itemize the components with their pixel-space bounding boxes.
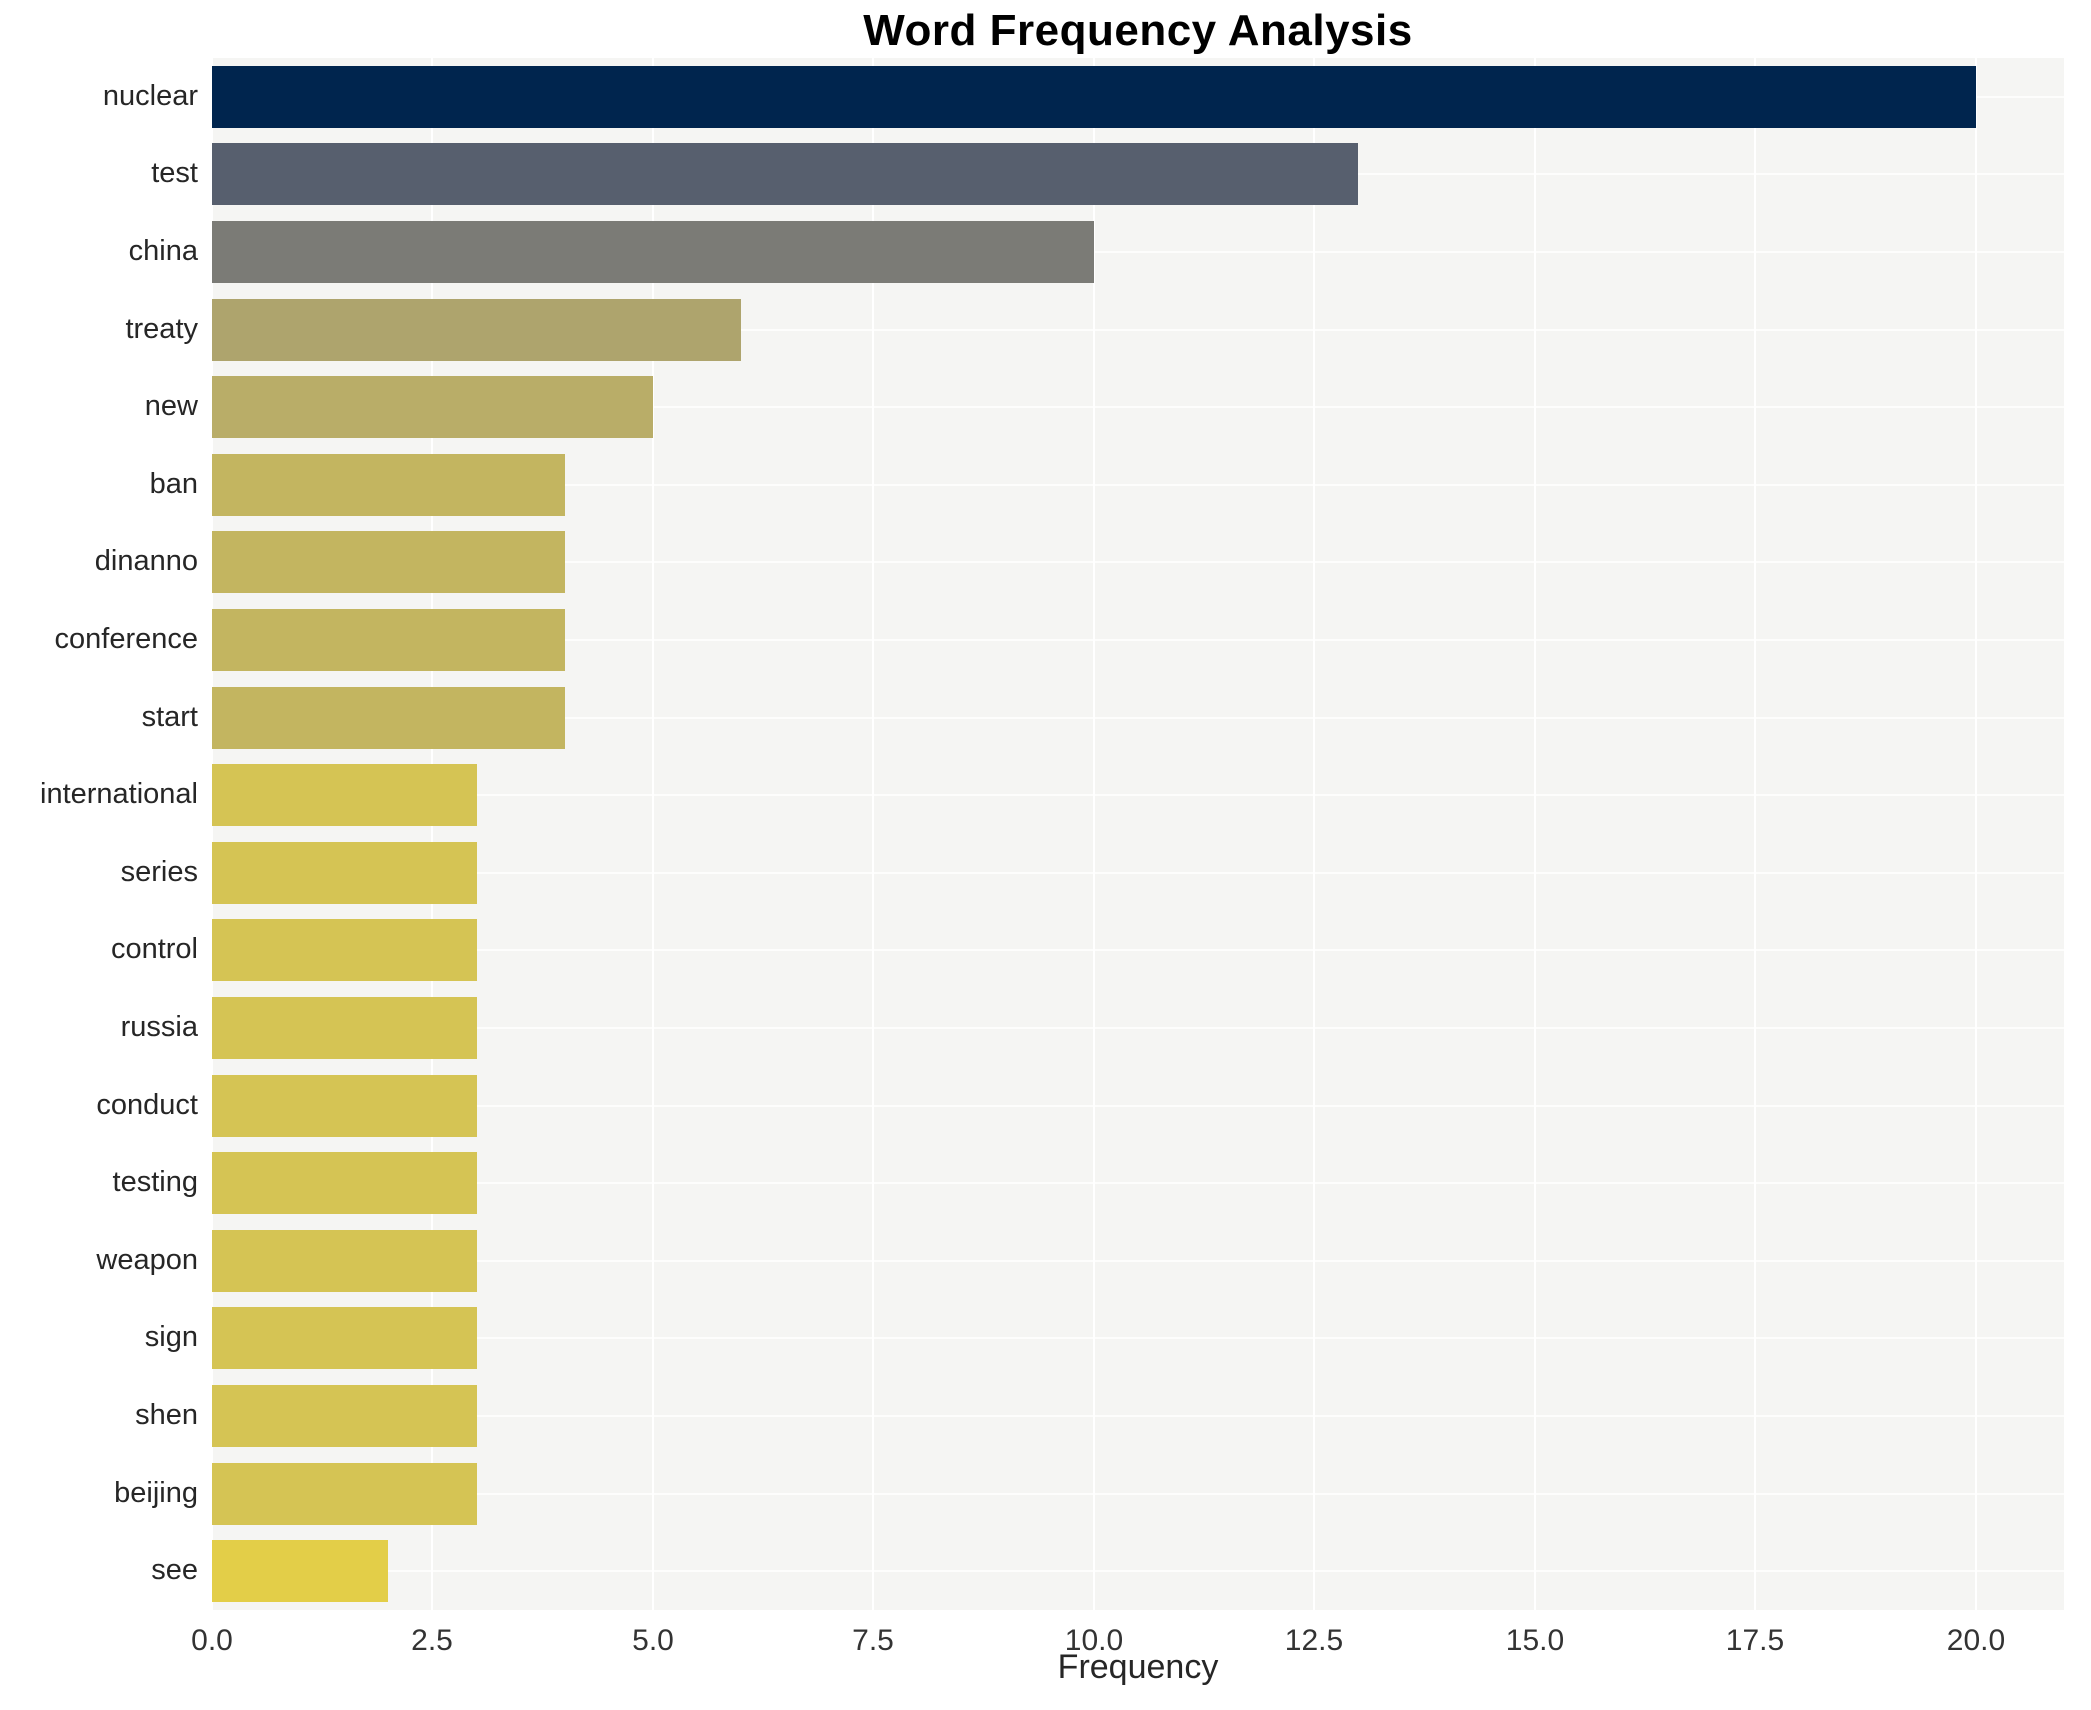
x-tick-label-20.0: 20.0	[1946, 1624, 2006, 1657]
x-tick-label-2.5: 2.5	[411, 1624, 453, 1657]
vertical-gridline	[652, 58, 654, 1610]
vertical-gridline	[1093, 58, 1095, 1610]
bar-test	[212, 143, 1358, 205]
horizontal-gridline	[212, 251, 2064, 253]
y-tick-label-series: series	[120, 856, 198, 888]
bar-ban	[212, 454, 565, 516]
y-tick-label-dinanno: dinanno	[94, 545, 198, 577]
vertical-gridline	[431, 58, 433, 1610]
bar-see	[212, 1540, 388, 1602]
y-tick-label-sign: sign	[144, 1321, 198, 1353]
plot-area	[211, 58, 2064, 1610]
x-tick-label-10.0: 10.0	[1064, 1624, 1124, 1657]
y-tick-label-beijing: beijing	[114, 1477, 198, 1509]
y-tick-label-ban: ban	[149, 468, 198, 500]
bar-china	[212, 221, 1094, 283]
x-tick-label-5.0: 5.0	[632, 1624, 674, 1657]
y-tick-label-control: control	[110, 933, 198, 965]
vertical-gridline	[1975, 58, 1977, 1610]
bar-sign	[212, 1307, 477, 1369]
y-tick-label-nuclear: nuclear	[102, 80, 198, 112]
y-tick-label-conference: conference	[54, 623, 199, 655]
bar-shen	[212, 1385, 477, 1447]
vertical-gridline	[1313, 58, 1315, 1610]
x-axis-label: Frequency	[1057, 1648, 1219, 1686]
horizontal-gridline	[212, 406, 2064, 408]
bar-weapon	[212, 1230, 477, 1292]
horizontal-gridline	[212, 1337, 2064, 1339]
horizontal-gridline	[212, 561, 2064, 563]
y-tick-label-see: see	[151, 1554, 198, 1586]
chart-title: Word Frequency Analysis	[863, 6, 1413, 55]
y-tick-label-russia: russia	[120, 1011, 198, 1043]
horizontal-gridline	[212, 329, 2064, 331]
vertical-gridline	[211, 58, 213, 1610]
horizontal-gridline	[212, 1105, 2064, 1107]
y-tick-label-weapon: weapon	[96, 1244, 198, 1276]
horizontal-gridline	[212, 1493, 2064, 1495]
bar-nuclear	[212, 66, 1976, 128]
vertical-gridline	[1754, 58, 1756, 1610]
bar-conduct	[212, 1075, 477, 1137]
x-tick-label-15.0: 15.0	[1505, 1624, 1565, 1657]
horizontal-gridline	[212, 1027, 2064, 1029]
x-tick-label-17.5: 17.5	[1725, 1624, 1785, 1657]
vertical-gridline	[1534, 58, 1536, 1610]
horizontal-gridline	[212, 717, 2064, 719]
vertical-gridline	[872, 58, 874, 1610]
y-tick-label-china: china	[128, 235, 198, 267]
x-tick-label-12.5: 12.5	[1284, 1624, 1344, 1657]
x-tick-label-0.0: 0.0	[191, 1624, 233, 1657]
bar-testing	[212, 1152, 477, 1214]
bar-series	[212, 842, 477, 904]
bar-start	[212, 687, 565, 749]
y-tick-label-shen: shen	[135, 1399, 198, 1431]
y-tick-label-testing: testing	[112, 1166, 198, 1198]
horizontal-gridline	[212, 484, 2064, 486]
bar-new	[212, 376, 653, 438]
horizontal-gridline	[212, 1260, 2064, 1262]
y-tick-label-international: international	[40, 778, 198, 810]
y-tick-label-start: start	[141, 701, 198, 733]
x-tick-label-7.5: 7.5	[852, 1624, 894, 1657]
bar-beijing	[212, 1463, 477, 1525]
bar-dinanno	[212, 531, 565, 593]
horizontal-gridline	[212, 1415, 2064, 1417]
horizontal-gridline	[212, 1570, 2064, 1572]
y-tick-label-new: new	[144, 390, 198, 422]
y-tick-label-test: test	[151, 157, 198, 189]
bar-conference	[212, 609, 565, 671]
y-tick-label-treaty: treaty	[125, 313, 198, 345]
y-tick-label-conduct: conduct	[96, 1089, 198, 1121]
horizontal-gridline	[212, 872, 2064, 874]
bar-treaty	[212, 299, 741, 361]
bar-international	[212, 764, 477, 826]
bar-control	[212, 919, 477, 981]
bar-russia	[212, 997, 477, 1059]
horizontal-gridline	[212, 949, 2064, 951]
horizontal-gridline	[212, 639, 2064, 641]
horizontal-gridline	[212, 1182, 2064, 1184]
horizontal-gridline	[212, 794, 2064, 796]
